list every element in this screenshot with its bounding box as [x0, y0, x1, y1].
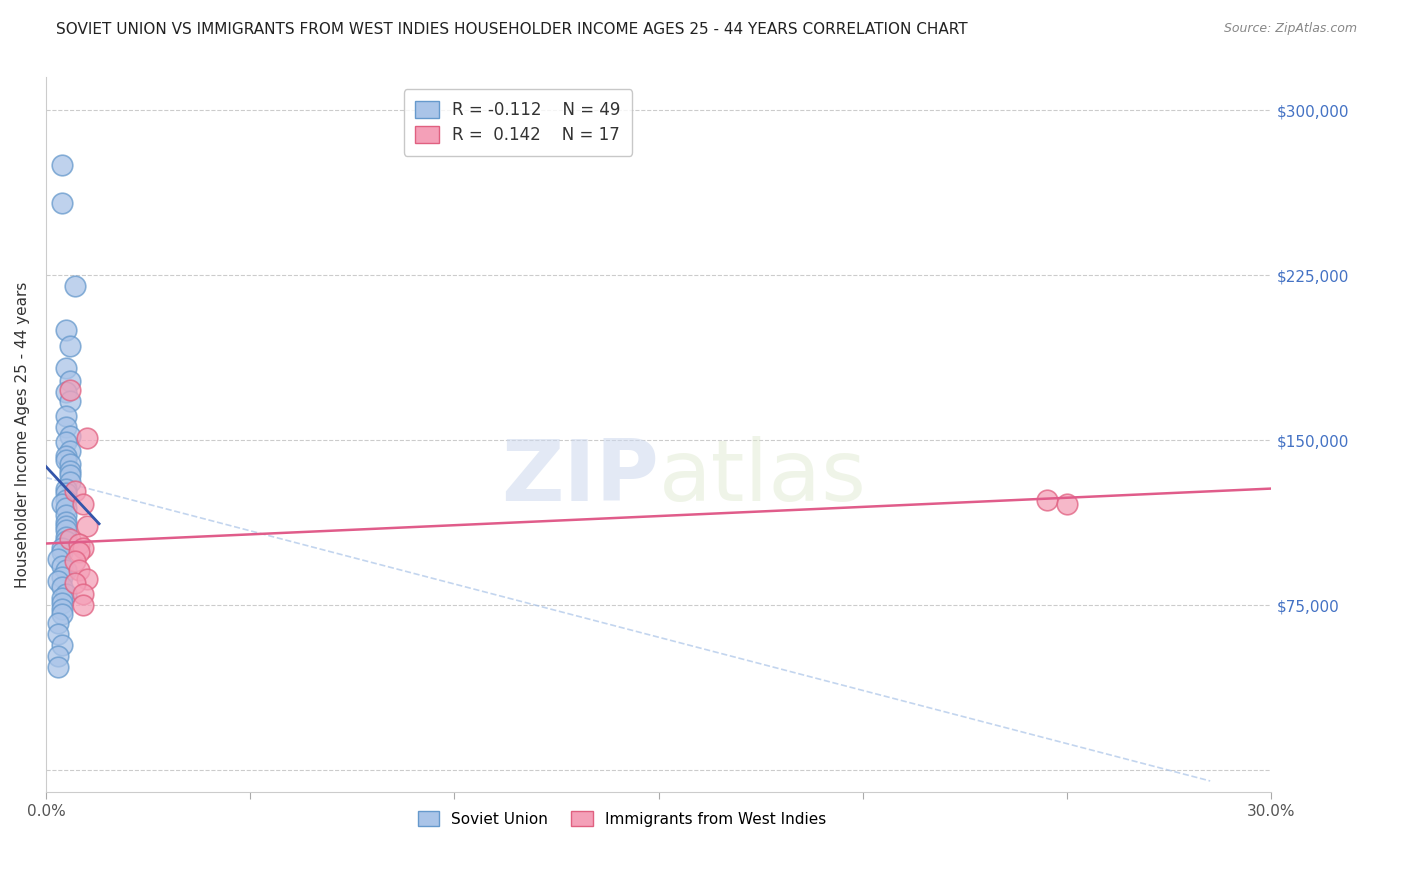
Point — [55, 384, 77, 399]
Point — [63, 483, 86, 498]
Point — [51, 596, 73, 610]
Point — [51, 607, 73, 621]
Point — [72, 541, 94, 555]
Point — [76, 431, 98, 445]
Point — [55, 482, 77, 496]
Point — [55, 534, 77, 549]
Point — [59, 475, 82, 489]
Point — [55, 519, 77, 533]
Text: Source: ZipAtlas.com: Source: ZipAtlas.com — [1223, 22, 1357, 36]
Point — [55, 508, 77, 522]
Point — [55, 409, 77, 423]
Point — [46, 659, 69, 673]
Point — [46, 552, 69, 566]
Point — [55, 530, 77, 544]
Point — [67, 536, 90, 550]
Point — [59, 468, 82, 483]
Point — [51, 545, 73, 559]
Point — [55, 501, 77, 516]
Point — [55, 563, 77, 577]
Point — [72, 598, 94, 612]
Point — [55, 360, 77, 375]
Point — [51, 195, 73, 210]
Point — [51, 591, 73, 606]
Legend: Soviet Union, Immigrants from West Indies: Soviet Union, Immigrants from West Indie… — [411, 803, 834, 834]
Point — [55, 492, 77, 507]
Point — [59, 444, 82, 458]
Point — [72, 587, 94, 601]
Point — [55, 515, 77, 529]
Point — [46, 615, 69, 630]
Point — [59, 374, 82, 388]
Point — [72, 497, 94, 511]
Point — [63, 279, 86, 293]
Point — [55, 587, 77, 601]
Point — [55, 486, 77, 500]
Point — [59, 532, 82, 546]
Point — [46, 626, 69, 640]
Point — [55, 453, 77, 467]
Text: atlas: atlas — [659, 436, 866, 519]
Point — [59, 383, 82, 397]
Point — [55, 435, 77, 450]
Text: ZIP: ZIP — [501, 436, 659, 519]
Point — [76, 572, 98, 586]
Text: SOVIET UNION VS IMMIGRANTS FROM WEST INDIES HOUSEHOLDER INCOME AGES 25 - 44 YEAR: SOVIET UNION VS IMMIGRANTS FROM WEST IND… — [56, 22, 967, 37]
Point — [55, 323, 77, 337]
Point — [46, 648, 69, 663]
Point — [1056, 497, 1078, 511]
Point — [55, 420, 77, 434]
Point — [51, 602, 73, 616]
Point — [59, 458, 82, 472]
Y-axis label: Householder Income Ages 25 - 44 years: Householder Income Ages 25 - 44 years — [15, 282, 30, 588]
Point — [76, 519, 98, 533]
Point — [67, 563, 90, 577]
Point — [63, 576, 86, 591]
Point — [59, 429, 82, 443]
Point — [51, 158, 73, 172]
Point — [59, 393, 82, 408]
Point — [51, 638, 73, 652]
Point — [63, 554, 86, 568]
Point — [51, 541, 73, 555]
Point — [59, 339, 82, 353]
Point — [51, 581, 73, 595]
Point — [55, 449, 77, 463]
Point — [46, 574, 69, 588]
Point — [51, 569, 73, 583]
Point — [55, 524, 77, 538]
Point — [1036, 492, 1059, 507]
Point — [59, 464, 82, 478]
Point — [51, 497, 73, 511]
Point — [67, 545, 90, 559]
Point — [51, 558, 73, 573]
